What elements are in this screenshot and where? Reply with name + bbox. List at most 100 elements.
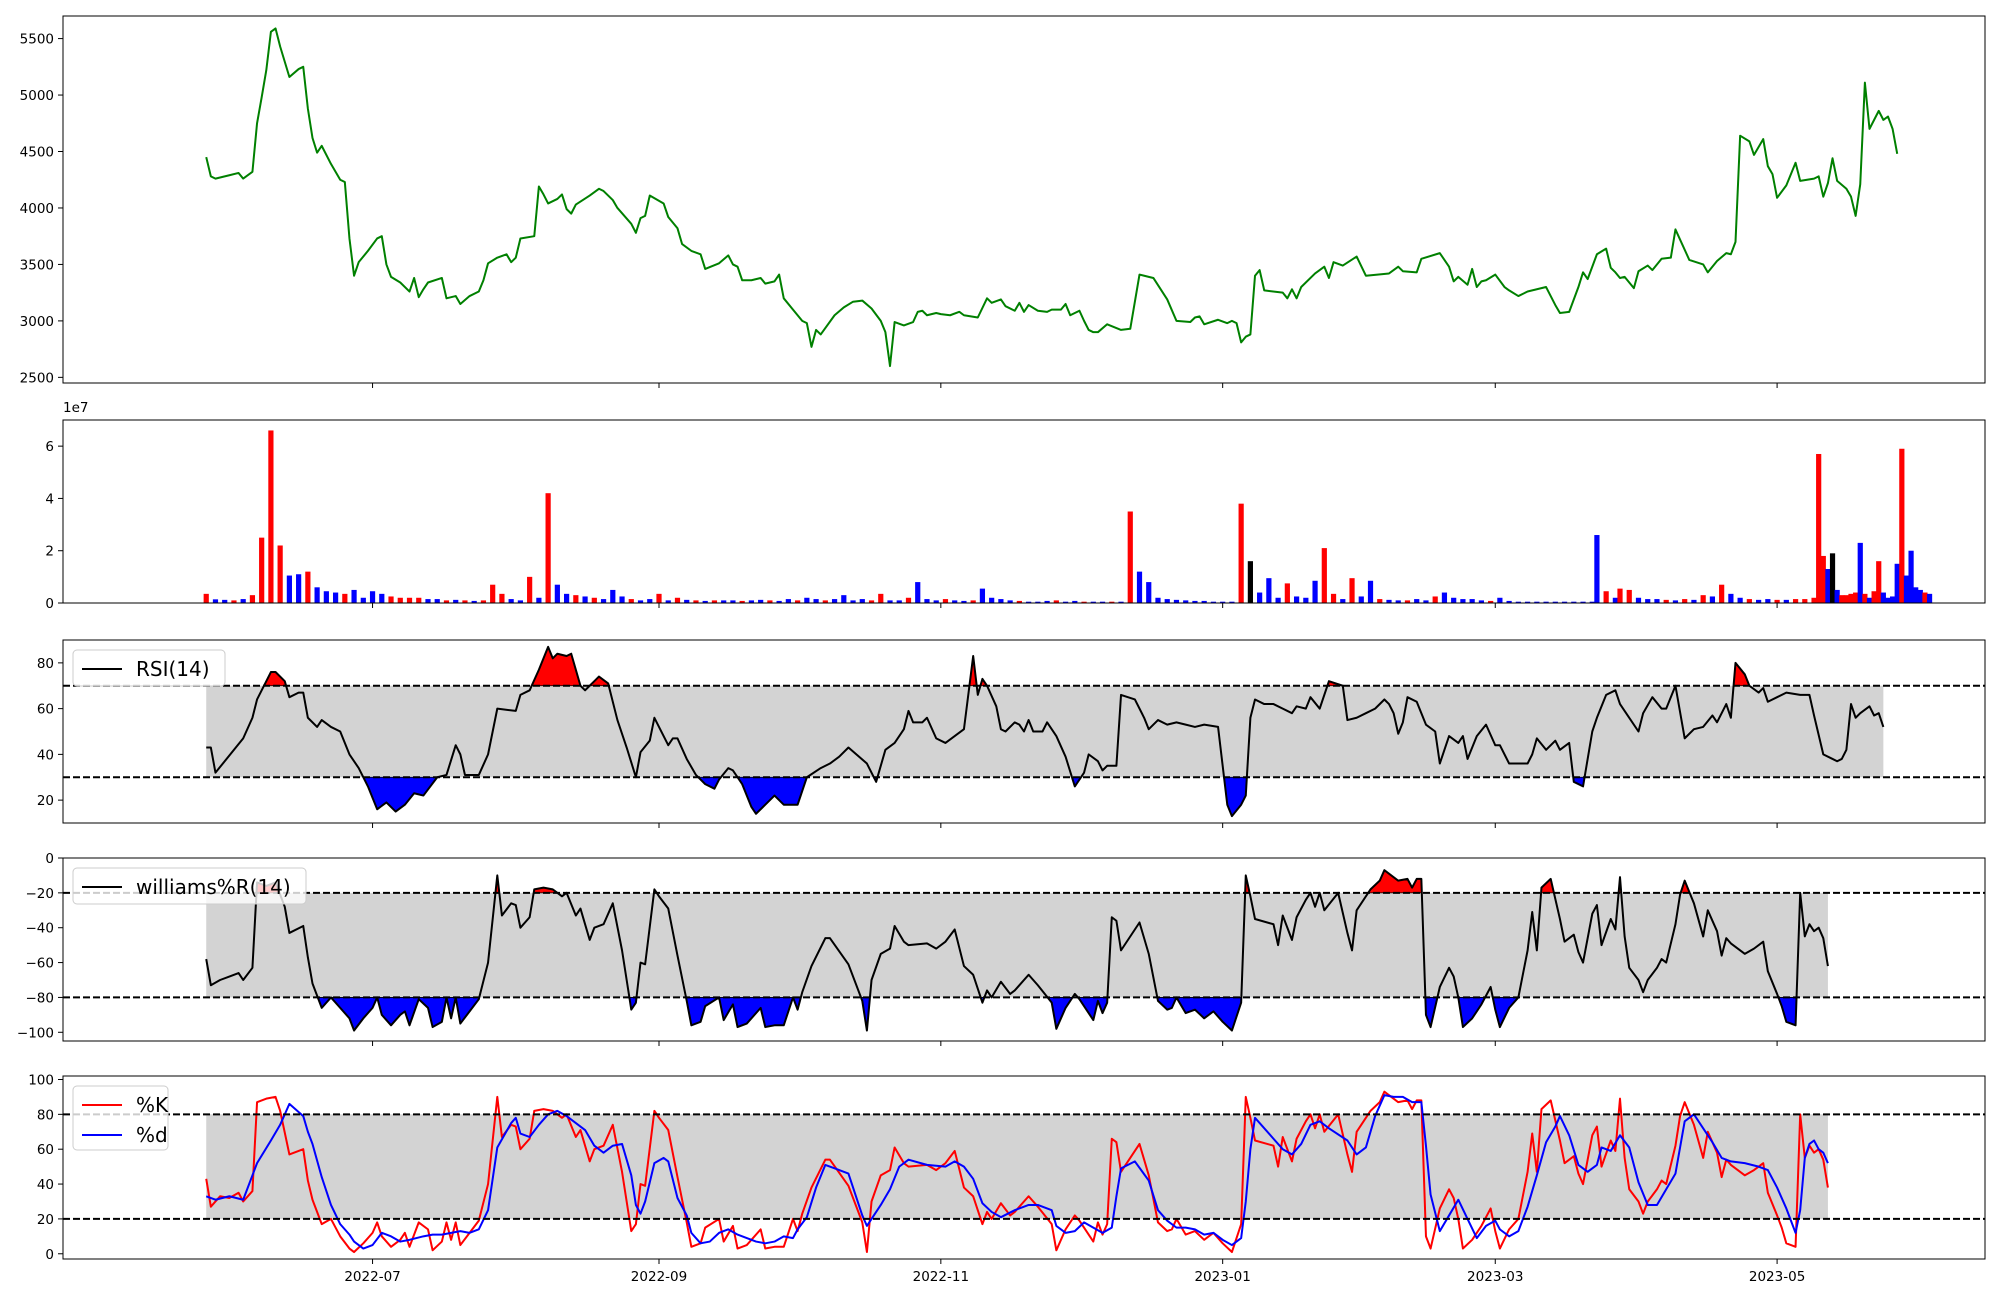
y-tick-label: 40: [37, 747, 54, 763]
y-tick-label: 4000: [20, 201, 54, 217]
volume-bar: [1917, 589, 1923, 603]
volume-bar: [1469, 599, 1475, 603]
volume-bar: [277, 545, 283, 603]
series-line-k: [205, 1090, 1829, 1254]
y-tick-label: −80: [26, 990, 55, 1006]
volume-bar: [480, 600, 487, 603]
volume-bar: [1330, 593, 1337, 603]
volume-bar: [952, 600, 958, 603]
volume-bar: [1432, 596, 1438, 603]
axes-frame: [62, 419, 1986, 604]
volume-bar: [1367, 580, 1374, 603]
volume-bar: [1404, 600, 1411, 603]
volume-bar: [1090, 601, 1096, 603]
volume-bar: [628, 599, 634, 603]
volume-bar: [443, 600, 450, 603]
volume-bar: [351, 589, 357, 603]
volume-bar: [1654, 599, 1660, 603]
volume-bar: [1866, 597, 1873, 603]
volume-bar: [1321, 548, 1327, 603]
volume-bar: [1603, 591, 1609, 603]
volume-bar: [887, 600, 893, 603]
volume-bar: [1173, 599, 1180, 603]
volume-bar: [1571, 601, 1577, 603]
volume-bar: [1303, 597, 1309, 603]
volume-bar: [1889, 596, 1896, 603]
volume-bar: [776, 600, 782, 603]
y-tick-label: 3500: [20, 257, 54, 273]
volume-bar: [1275, 597, 1281, 603]
volume-bar: [591, 597, 597, 603]
volume-bar: [1894, 563, 1900, 603]
y-tick-label: 2: [45, 544, 54, 560]
volume-bar: [1853, 592, 1859, 603]
volume-bar: [711, 600, 718, 603]
y-tick-label: 40: [37, 1177, 54, 1193]
volume-bar: [416, 597, 422, 603]
volume-bar: [360, 597, 366, 603]
volume-bar: [1072, 600, 1078, 603]
volume-bar: [795, 600, 801, 603]
volume-bar: [1802, 599, 1808, 603]
volume-bar: [1700, 595, 1706, 603]
volume-bar: [1783, 599, 1789, 603]
volume-bar: [610, 589, 616, 603]
threshold-band: [206, 1114, 1828, 1219]
volume-bar: [600, 599, 607, 603]
volume-bar: [1903, 575, 1910, 603]
volume-bar: [1062, 601, 1069, 603]
y-tick-label: 3000: [20, 314, 54, 330]
volume-bar: [1229, 601, 1235, 603]
legend-label: RSI(14): [136, 657, 210, 681]
volume-bar: [499, 593, 505, 603]
volume-bar: [684, 599, 690, 603]
volume-bar: [1848, 593, 1854, 603]
y-tick-label: 20: [37, 1212, 54, 1228]
volume-bar: [462, 600, 468, 603]
volume-bar: [1266, 578, 1272, 603]
volume-bar: [656, 593, 662, 603]
volume-bar: [1007, 600, 1013, 603]
volume-bar: [249, 595, 256, 603]
volume-bar: [1312, 580, 1318, 603]
y-tick-label: 100: [28, 1072, 54, 1088]
volume-bar: [1612, 597, 1618, 603]
volume-bar: [1816, 453, 1822, 603]
volume-bar: [850, 600, 856, 603]
legend-label: %K: [136, 1093, 169, 1117]
volume-bar: [573, 595, 579, 603]
volume-bar: [1552, 601, 1558, 603]
volume-bar: [564, 593, 570, 603]
y-tick-label: 80: [37, 656, 54, 672]
volume-bar: [933, 600, 939, 603]
legend-box: [72, 649, 226, 687]
legend-label: %d: [136, 1123, 168, 1147]
x-tick-label: 2023-05: [1749, 1269, 1805, 1285]
volume-bar: [970, 600, 976, 603]
volume-bar: [1792, 599, 1799, 603]
volume-bar: [471, 600, 477, 603]
volume-bar: [1109, 601, 1115, 603]
volume-bar: [1899, 448, 1905, 603]
volume-bar: [665, 600, 671, 603]
volume-bar: [1825, 569, 1831, 603]
volume-bar: [1210, 601, 1217, 603]
volume-bar: [841, 595, 847, 603]
volume-bar: [1395, 600, 1401, 603]
volume-bar: [1774, 599, 1780, 603]
volume-bar: [314, 587, 320, 603]
y-tick-label: 60: [37, 702, 54, 718]
volume-bar: [739, 600, 745, 603]
volume-bar: [1515, 601, 1521, 603]
volume-bar: [1284, 583, 1290, 603]
volume-bar: [379, 593, 385, 603]
volume-bar: [1441, 592, 1448, 603]
volume-bar: [1635, 597, 1642, 603]
volume-bar: [868, 600, 875, 603]
volume-bar: [1709, 596, 1716, 603]
volume-bar: [896, 600, 902, 603]
volume-bar: [804, 597, 810, 603]
volume-bar: [1201, 600, 1207, 603]
volume-bar: [942, 599, 949, 603]
volume-bar: [1164, 599, 1170, 603]
